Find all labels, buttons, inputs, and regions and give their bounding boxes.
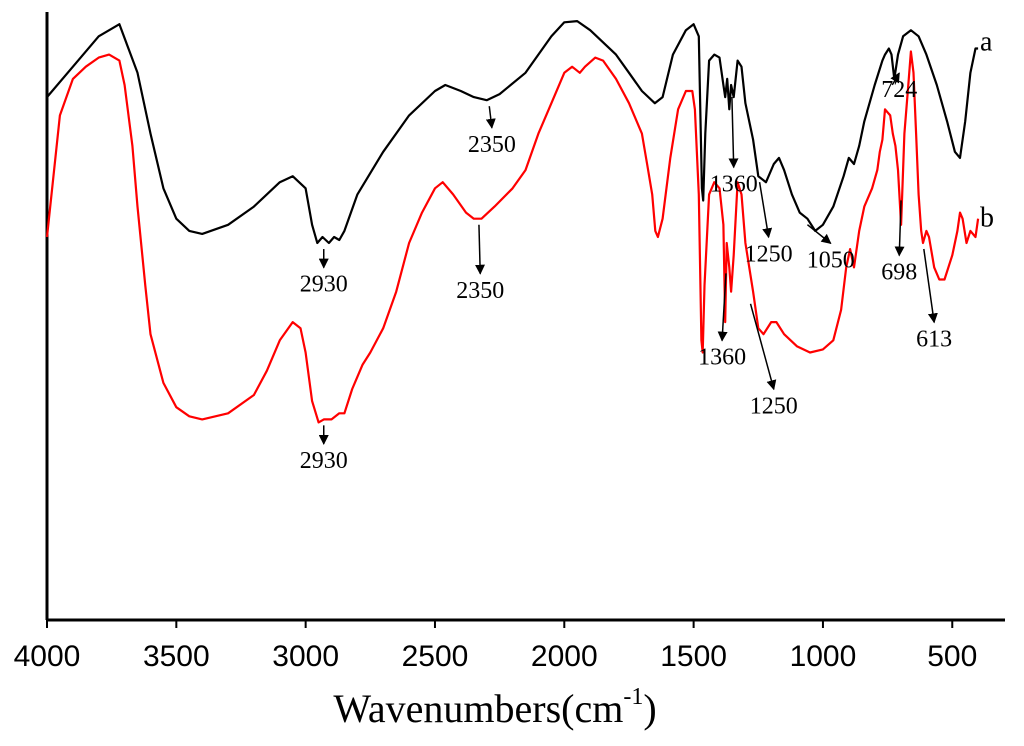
annotation-arrow-b-698 (894, 200, 905, 257)
x-axis-title-superscript: -1 (623, 684, 643, 710)
series-line-b (45, 50, 980, 424)
annotation-label-a-1050: 1050 (807, 247, 855, 273)
x-tick-label-3500: 3500 (143, 640, 210, 673)
annotation-label-b-2350: 2350 (456, 278, 504, 304)
annotation-arrow-b-1360 (717, 273, 728, 342)
annotation-arrow-a-1250 (758, 182, 773, 239)
annotation-label-b-698: 698 (881, 260, 917, 286)
annotation-arrow-a-1050 (806, 224, 832, 244)
annotation-label-a-2350: 2350 (468, 132, 516, 158)
series-label-b: b (980, 203, 994, 234)
annotation-label-a-2930: 2930 (300, 272, 348, 298)
annotation-label-b-1360: 1360 (698, 345, 746, 371)
x-tick-label-2000: 2000 (531, 640, 598, 673)
annotation-label-a-724: 724 (881, 77, 917, 103)
annotation-label-b-1250: 1250 (750, 393, 798, 419)
annotation-arrow-a-1360 (728, 97, 739, 169)
x-tick-layer: 4000 3500 3000 2500 2000 1500 1000 500 (14, 620, 977, 673)
annotation-arrow-a-2350 (485, 106, 496, 129)
annotation-arrow-b-2350 (475, 224, 485, 275)
annotation-label-b-2930: 2930 (300, 448, 348, 474)
annotation-label-a-1360: 1360 (710, 171, 758, 197)
annotation-label-a-1250: 1250 (745, 241, 793, 267)
annotation-arrow-a-724 (890, 72, 900, 86)
x-tick-label-500: 500 (927, 640, 977, 673)
x-axis-title: Wavenumbers(cm-1) (333, 684, 656, 731)
series-line-a (46, 20, 979, 245)
annotation-arrow-b-1250 (749, 303, 777, 391)
x-tick-label-1500: 1500 (660, 640, 727, 673)
x-tick-label-3000: 3000 (272, 640, 339, 673)
series-label-a: a (980, 26, 993, 57)
series-layer: ab (45, 20, 994, 424)
x-tick-label-4000: 4000 (14, 640, 81, 673)
annotation-label-b-613: 613 (916, 326, 952, 352)
annotation-arrow-b-613 (923, 248, 938, 324)
x-axis-title-main: Wavenumbers(cm (333, 686, 623, 731)
x-tick-label-2500: 2500 (402, 640, 469, 673)
x-tick-label-1000: 1000 (790, 640, 857, 673)
x-axis-title-close: ) (643, 686, 656, 731)
